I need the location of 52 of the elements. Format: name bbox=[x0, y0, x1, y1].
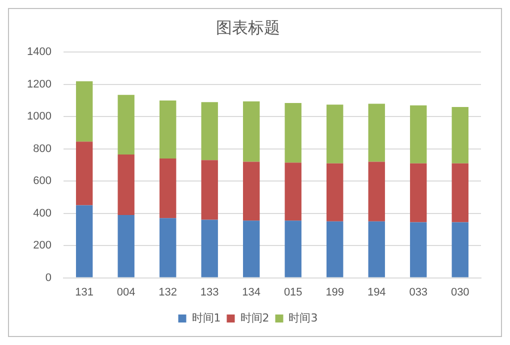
bar bbox=[243, 220, 260, 278]
bar bbox=[76, 205, 93, 278]
y-tick-label: 1400 bbox=[26, 46, 52, 58]
bar bbox=[284, 162, 302, 221]
y-tick-label: 0 bbox=[45, 272, 52, 284]
bar bbox=[452, 106, 468, 164]
bar bbox=[160, 100, 176, 159]
legend-label: 时间2 bbox=[240, 311, 270, 324]
bar bbox=[452, 163, 468, 222]
bar bbox=[410, 163, 427, 222]
y-tick-label: 800 bbox=[33, 142, 52, 155]
legend-label: 时间1 bbox=[192, 311, 221, 324]
x-tick-label: 015 bbox=[284, 286, 302, 298]
x-tick-label: 199 bbox=[326, 286, 344, 298]
y-tick-label: 600 bbox=[33, 175, 52, 188]
y-tick-label: 200 bbox=[33, 240, 52, 252]
x-tick-label: 133 bbox=[200, 286, 219, 298]
bar bbox=[160, 158, 176, 218]
bar bbox=[243, 101, 260, 162]
bar bbox=[326, 221, 344, 278]
bar bbox=[76, 142, 93, 206]
bar bbox=[410, 105, 427, 164]
x-tick-label: 132 bbox=[158, 286, 178, 298]
bar bbox=[284, 102, 302, 163]
x-tick-label: 134 bbox=[242, 286, 261, 298]
bar bbox=[368, 104, 385, 162]
bar bbox=[284, 220, 302, 278]
bar bbox=[368, 221, 385, 278]
chart-title: 图表标题 bbox=[216, 18, 280, 37]
x-tick-label: 033 bbox=[409, 286, 428, 298]
y-tick-label: 1200 bbox=[26, 78, 52, 90]
bar bbox=[201, 160, 218, 220]
bar bbox=[118, 214, 134, 278]
bar bbox=[118, 94, 134, 155]
bar bbox=[326, 163, 344, 222]
bar bbox=[368, 162, 385, 222]
bar bbox=[452, 222, 468, 278]
bar bbox=[410, 222, 427, 278]
y-tick-label: 400 bbox=[33, 207, 52, 220]
y-tick-label: 1000 bbox=[26, 110, 52, 123]
bar bbox=[201, 102, 218, 160]
x-tick-label: 194 bbox=[367, 286, 386, 298]
legend-label: 时间3 bbox=[288, 311, 318, 324]
x-tick-label: 030 bbox=[450, 286, 470, 298]
bar bbox=[326, 104, 344, 164]
bar bbox=[201, 220, 218, 278]
bar bbox=[76, 81, 93, 142]
x-tick-label: 131 bbox=[75, 286, 94, 298]
bar bbox=[243, 162, 260, 221]
bar bbox=[118, 154, 134, 215]
bar bbox=[160, 218, 176, 278]
x-tick-label: 004 bbox=[116, 286, 136, 298]
